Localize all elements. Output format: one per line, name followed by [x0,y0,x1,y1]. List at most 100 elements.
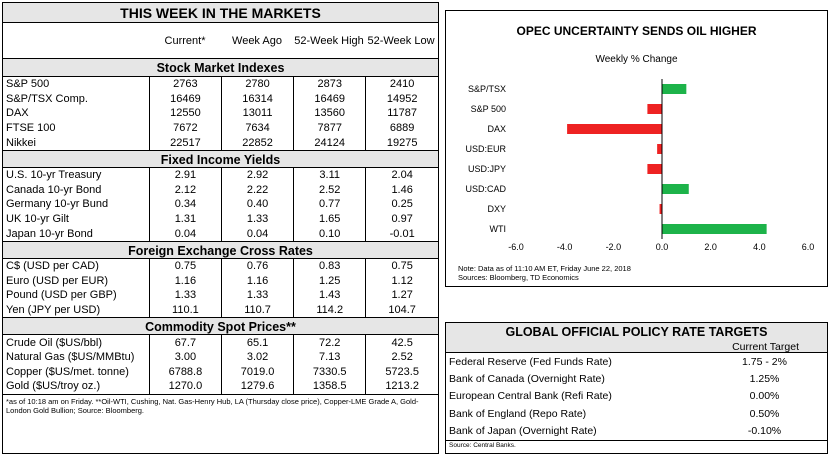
row-value: 114.2 [293,302,366,318]
row-label: Copper ($US/met. tonne) [6,365,129,378]
row-value: 2.92 [220,167,294,183]
section-table: C$ (USD per CAD) 0.75 0.76 0.83 0.75 Euro (US… [3,258,438,318]
row-value: 7877 [293,120,366,136]
row-label: Natural Gas ($US/MMBtu) [6,351,135,364]
row-value: 1279.6 [220,379,294,394]
table-row: Gold ($US/troy oz.) 1270.0 1279.6 1358.5 121… [3,379,438,394]
rate-value: -0.10% [747,425,782,438]
chart-note-date: Note: Data as of 11:10 AM ET, Friday Jun… [458,264,631,273]
row-value: 1.33 [220,288,294,303]
category-label: S&P 500 [471,104,506,114]
x-tick-label: 2.0 [704,242,717,252]
x-tick-label: 0.0 [656,242,669,252]
row-label: UK 10-yr Gilt [6,213,69,226]
row-value: 1213.2 [365,379,438,394]
oil-chart-panel: OPEC UNCERTAINTY SENDS OIL HIGHER Weekly… [445,10,828,287]
chart-title: OPEC UNCERTAINTY SENDS OIL HIGHER [516,24,757,38]
row-value: 1.16 [148,273,222,289]
row-value: 2.22 [220,182,294,198]
row-value: 3.00 [148,349,222,365]
row-value: -0.01 [365,226,438,241]
row-value: 13011 [220,106,294,121]
bank-name: European Central Bank (Refi Rate) [449,390,612,403]
row-value: 2410 [365,77,438,92]
rate-value: 0.50% [749,407,780,420]
row-value: 0.97 [365,211,438,227]
row-label: U.S. 10-yr Treasury [6,169,102,182]
table-row: Pound (USD per GBP) 1.33 1.33 1.43 1.27 [3,288,438,303]
markets-footnote: *as of 10:18 am on Friday. **Oil-WTI, Cu… [3,393,438,417]
row-value: 110.1 [148,302,222,318]
row-label: Germany 10-yr Bund [6,198,109,211]
category-label: DAX [487,124,506,134]
section-title: Foreign Exchange Cross Rates [3,240,438,259]
row-value: 3.02 [220,349,294,365]
row-value: 110.7 [220,302,294,318]
row-label: Gold ($US/troy oz.) [6,380,101,393]
row-value: 1.16 [220,273,294,289]
markets-column-headers: Current* Week Ago 52-Week High 52-Week L… [3,23,438,59]
table-row: Bank of Japan (Overnight Rate) -0.10% [446,423,827,440]
row-value: 0.10 [293,226,366,241]
chart-subtitle: Weekly % Change [595,54,678,65]
row-value: 2.12 [148,182,222,198]
row-label: Crude Oil ($US/bbl) [6,336,102,349]
bar [647,104,662,114]
bar [659,204,662,214]
section-title: Fixed Income Yields [3,149,438,168]
table-row: Bank of Canada (Overnight Rate) 1.25% [446,370,827,387]
row-value: 12550 [148,106,222,121]
category-label: WTI [490,224,507,234]
rate-value: 1.75 - 2% [742,355,787,368]
bank-name: Bank of Canada (Overnight Rate) [449,373,605,386]
row-value: 65.1 [220,335,294,350]
chart-note-sources: Sources: Bloomberg, TD Economics [458,273,579,282]
bar [657,144,662,154]
table-row: S&P/TSX Comp. 16469 16314 16469 14952 [3,91,438,107]
row-value: 13560 [293,106,366,121]
row-value: 1.12 [365,273,438,289]
row-label: Japan 10-yr Bond [6,227,93,240]
row-value: 5723.5 [365,364,438,380]
row-value: 67.7 [148,335,222,350]
row-label: DAX [6,107,29,120]
table-row: U.S. 10-yr Treasury 2.91 2.92 3.11 2.04 [3,167,438,183]
bar [567,124,662,134]
category-label: DXY [487,204,506,214]
row-value: 0.77 [293,197,366,212]
row-value: 1270.0 [148,379,222,394]
table-row: Japan 10-yr Bond 0.04 0.04 0.10 -0.01 [3,226,438,241]
section-table: U.S. 10-yr Treasury 2.91 2.92 3.11 2.04 Canad… [3,167,438,241]
policy-source: Source: Central Banks. [446,439,827,450]
row-label: Canada 10-yr Bond [6,183,102,196]
table-row: Copper ($US/met. tonne) 6788.8 7019.0 7330.… [3,364,438,380]
row-value: 7.13 [293,349,366,365]
table-row: UK 10-yr Gilt 1.31 1.33 1.65 0.97 [3,211,438,227]
table-row: Bank of England (Repo Rate) 0.50% [446,405,827,422]
row-value: 1.33 [148,288,222,303]
row-value: 7019.0 [220,364,294,380]
table-row: Crude Oil ($US/bbl) 67.7 65.1 72.2 42.5 [3,335,438,350]
row-value: 1.33 [220,211,294,227]
row-label: Euro (USD per EUR) [6,274,109,287]
row-value: 0.34 [148,197,222,212]
row-value: 22517 [148,135,222,150]
row-value: 2780 [220,77,294,92]
row-value: 1.46 [365,182,438,198]
row-value: 1.25 [293,273,366,289]
row-value: 24124 [293,135,366,150]
bar [662,84,687,94]
row-value: 0.75 [365,258,438,274]
table-row: Federal Reserve (Fed Funds Rate) 1.75 - 2… [446,353,827,370]
table-row: Nikkei 22517 22852 24124 19275 [3,135,438,150]
row-value: 16469 [148,91,222,107]
policy-column-header: Current Target [446,341,827,353]
x-tick-label: -2.0 [606,242,622,252]
table-row: Euro (USD per EUR) 1.16 1.16 1.25 1.12 [3,273,438,289]
row-value: 7634 [220,120,294,136]
row-label: Nikkei [6,136,36,149]
table-row: C$ (USD per CAD) 0.75 0.76 0.83 0.75 [3,258,438,274]
row-value: 0.83 [293,258,366,274]
category-label: USD:JPY [468,164,506,174]
category-label: S&P/TSX [468,84,506,94]
